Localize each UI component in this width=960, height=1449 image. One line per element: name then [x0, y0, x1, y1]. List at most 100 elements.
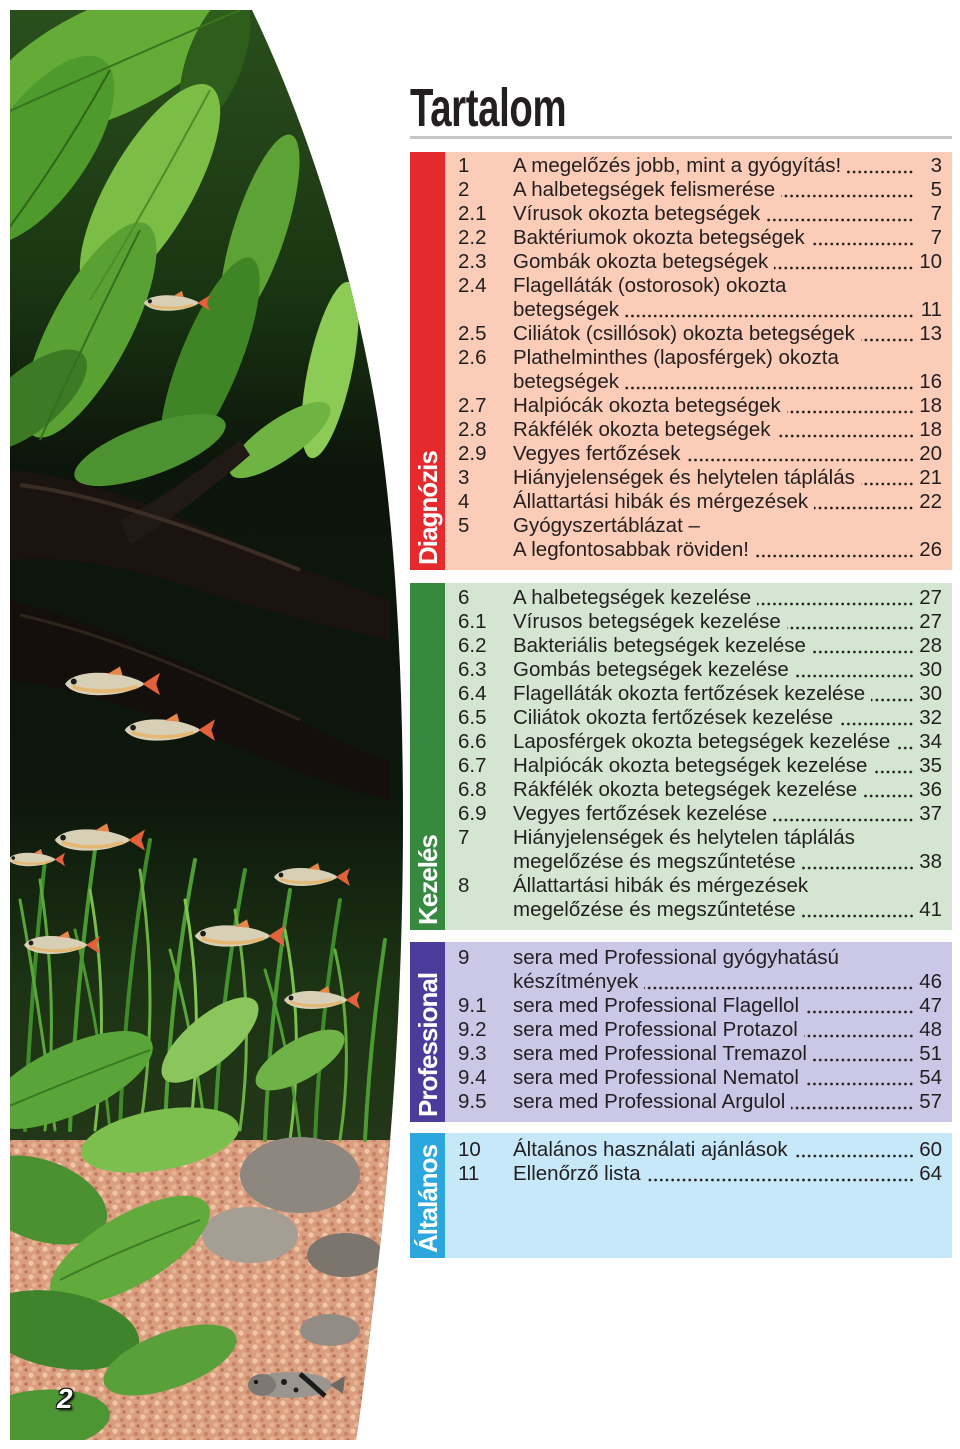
entry-title: Hiányjelenségek és helytelen táplálás: [513, 466, 855, 489]
toc-section: Általános 10 Általános használati ajánláso…: [410, 1133, 952, 1258]
catfish: [248, 1372, 345, 1398]
entry-number: 2.3: [458, 250, 487, 273]
entry-page-number: 35: [919, 754, 942, 777]
dot-leader: [847, 154, 914, 178]
toc-entry: 2.7 Halpiócák okozta betegségek 18: [458, 394, 942, 418]
entry-page-number: 41: [919, 898, 942, 921]
toc-entry: 2.2 Baktériumok okozta betegségek 7: [458, 226, 942, 250]
entry-number: 2.1: [458, 202, 487, 225]
toc-entry: 2.9 Vegyes fertőzések 20: [458, 442, 942, 466]
toc-entry: 10 Általános használati ajánlások 60: [458, 1138, 942, 1162]
toc-entry: 6.8 Rákfélék okozta betegségek kezelése 36: [458, 778, 942, 802]
entry-number: 2.7: [458, 394, 487, 417]
entry-number-indent: [458, 538, 513, 562]
plant-leaves-top: [10, 10, 359, 487]
entry-title: Gyógyszertáblázat –: [513, 514, 700, 537]
dot-leader: [839, 706, 914, 730]
entry-page-number: 34: [919, 730, 942, 753]
toc-entry-continuation: A legfontosabbak röviden! 26: [458, 538, 942, 562]
entry-number: 9.3: [458, 1042, 487, 1065]
entry-page-number: 47: [919, 994, 942, 1017]
entry-page-number: 7: [930, 226, 942, 249]
dot-leader: [791, 1090, 914, 1114]
title-underline: [410, 136, 952, 139]
entry-title: Gombák okozta betegségek: [513, 250, 769, 273]
entry-title: A megelőzés jobb, mint a gyógyítás!: [513, 154, 842, 177]
dot-leader: [863, 778, 914, 802]
entry-number: 2: [458, 178, 470, 201]
entry-page-number: 48: [919, 1018, 942, 1041]
entry-title: Állattartási hibák és mérgezések: [513, 874, 809, 897]
entry-number: 2.5: [458, 322, 487, 345]
entry-title: sera med Professional Tremazol: [513, 1042, 807, 1065]
entry-title: Baktériumok okozta betegségek: [513, 226, 805, 249]
entry-number: 9.2: [458, 1018, 487, 1041]
entry-title: sera med Professional Nematol: [513, 1066, 799, 1089]
dot-leader: [786, 394, 914, 418]
dot-leader: [860, 322, 914, 346]
entry-number-indent: [458, 370, 513, 394]
dot-leader: [871, 682, 914, 706]
entry-page-number: 36: [919, 778, 942, 801]
entry-page-number: 20: [919, 442, 942, 465]
entry-title: Vegyes fertőzések kezelése: [513, 802, 768, 825]
entry-page-number: 64: [919, 1162, 942, 1185]
toc-entry: 6.6 Laposférgek okozta betegségek kezelés…: [458, 730, 942, 754]
dot-leader: [801, 850, 914, 874]
toc-entry: 8 Állattartási hibák és mérgezések: [458, 874, 942, 898]
toc-entry: 2.1 Vírusok okozta betegségek 7: [458, 202, 942, 226]
entry-page-number: 13: [919, 322, 942, 345]
dot-leader: [757, 586, 914, 610]
entry-title: Rákfélék okozta betegségek: [513, 418, 771, 441]
section-tab-label: Általános: [413, 1144, 443, 1253]
entry-page-number: 46: [919, 970, 942, 993]
toc-entry: 3 Hiányjelenségek és helytelen táplálás 21: [458, 466, 942, 490]
entry-number: 2.4: [458, 274, 487, 297]
entry-page-number: 54: [919, 1066, 942, 1089]
dot-leader: [873, 754, 914, 778]
entry-number: 6.1: [458, 610, 487, 633]
dot-leader: [781, 178, 914, 202]
section-tab: Általános: [410, 1133, 445, 1258]
section-tab: Professional: [410, 942, 445, 1122]
dot-leader: [811, 634, 914, 658]
toc-entry: 9.4 sera med Professional Nematol 54: [458, 1066, 942, 1090]
dot-leader: [625, 370, 914, 394]
entry-number: 7: [458, 826, 470, 849]
section-entries: 1 A megelőzés jobb, mint a gyógyítás! 3 2 A …: [445, 152, 952, 570]
section-tab: Diagnózis: [410, 152, 445, 570]
entry-number: 6.4: [458, 682, 487, 705]
toc-entry: 9 sera med Professional gyógyhatású: [458, 946, 942, 970]
dot-leader: [774, 250, 914, 274]
entry-number: 1: [458, 154, 470, 177]
dot-leader: [810, 226, 914, 250]
toc-section: Kezelés 6 A halbetegségek kezelése 27 6.1 Vír…: [410, 583, 952, 930]
toc-entry: 6.5 Ciliátok okozta fertőzések kezelése 32: [458, 706, 942, 730]
entry-page-number: 37: [919, 802, 942, 825]
entry-number: 9.1: [458, 994, 487, 1017]
page-number: 2: [57, 1383, 73, 1414]
entry-number: 2.2: [458, 226, 487, 249]
entry-page-number: 32: [919, 706, 942, 729]
entry-page-number: 22: [919, 490, 942, 513]
toc-entry-continuation: megelőzése és megszűntetése 41: [458, 898, 942, 922]
dot-leader: [776, 418, 914, 442]
entry-title: sera med Professional Flagellol: [513, 994, 799, 1017]
entry-page-number: 18: [919, 394, 942, 417]
entry-page-number: 10: [919, 250, 942, 273]
section-tab-label: Diagnózis: [413, 451, 443, 565]
entry-number: 3: [458, 466, 470, 489]
entry-page-number: 3: [930, 154, 942, 177]
toc-entry: 6.2 Bakteriális betegségek kezelése 28: [458, 634, 942, 658]
dot-leader: [896, 730, 914, 754]
toc-entry: 6.7 Halpiócák okozta betegségek kezelése 3…: [458, 754, 942, 778]
entry-number: 8: [458, 874, 470, 897]
entry-page-number: 26: [919, 538, 942, 561]
entry-page-number: 60: [919, 1138, 942, 1161]
toc-entry: 4 Állattartási hibák és mérgezések 22: [458, 490, 942, 514]
entry-title: Gombás betegségek kezelése: [513, 658, 789, 681]
entry-title: Vírusok okozta betegségek: [513, 202, 761, 225]
entry-number: 2.8: [458, 418, 487, 441]
entry-number: 6.7: [458, 754, 487, 777]
entry-title: Ellenőrző lista: [513, 1162, 641, 1185]
